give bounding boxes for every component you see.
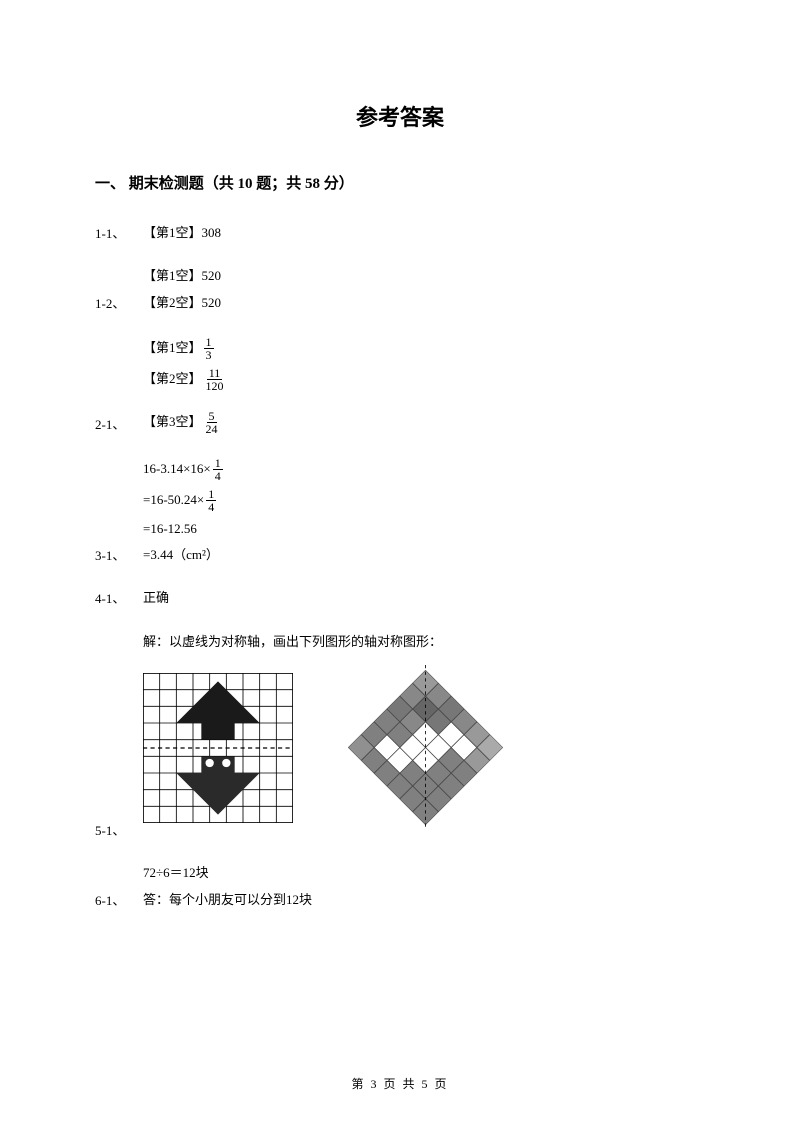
blank-label: 【第1空】 — [143, 338, 202, 359]
answer-3-1: 3-1、 16-3.14×16× 1 4 =16-50.24× 1 4 =16-… — [95, 457, 705, 567]
answer-2-1: 2-1、 【第1空】 1 3 【第2空】 11 120 【第3空】 5 24 — [95, 336, 705, 435]
answer-6-1: 6-1、 72÷6＝12块 答：每个小朋友可以分到12块 — [95, 863, 705, 911]
blank-label: 【第2空】 — [143, 369, 202, 390]
shapes-row — [143, 665, 705, 830]
fraction: 1 4 — [206, 488, 216, 513]
section-header: 一、 期末检测题（共 10 题；共 58 分） — [95, 172, 705, 193]
calc-line-1: 16-3.14×16× 1 4 — [143, 457, 225, 482]
fraction: 1 3 — [204, 336, 214, 361]
fraction: 5 24 — [204, 410, 220, 435]
page-title: 参考答案 — [95, 100, 705, 132]
blank-label: 【第3空】 — [143, 412, 202, 433]
answer-number: 4-1、 — [95, 588, 143, 609]
answer-number: 1-1、 — [95, 223, 143, 244]
answer-1-2: 1-2、 【第1空】520 【第2空】520 — [95, 266, 705, 314]
diamond-grid-figure — [343, 665, 508, 830]
calc-line: 72÷6＝12块 — [143, 863, 312, 884]
answer-number: 5-1、 — [95, 820, 143, 841]
answer-text: 答：每个小朋友可以分到12块 — [143, 890, 312, 911]
fraction: 1 4 — [213, 457, 223, 482]
fraction: 11 120 — [204, 367, 226, 392]
calc-line-4: =3.44（cm²） — [143, 545, 225, 566]
solution-text: 解：以虚线为对称轴，画出下列图形的轴对称图形： — [143, 631, 705, 650]
calc-line-3: =16-12.56 — [143, 519, 225, 540]
arrow-grid-figure — [143, 673, 293, 823]
answer-number: 6-1、 — [95, 890, 143, 911]
blank-1: 【第1空】 1 3 — [143, 336, 228, 361]
answer-number: 3-1、 — [95, 545, 143, 566]
answer-1-1: 1-1、 【第1空】308 — [95, 223, 705, 244]
blank-1: 【第1空】308 — [143, 223, 221, 244]
blank-2: 【第2空】 11 120 — [143, 367, 228, 392]
blank-3: 【第3空】 5 24 — [143, 410, 228, 435]
blank-2: 【第2空】520 — [143, 293, 221, 314]
answer-4-1: 4-1、 正确 — [95, 588, 705, 609]
page-footer: 第 3 页 共 5 页 — [0, 1075, 800, 1092]
answer-text: 正确 — [143, 588, 169, 609]
calc-line-2: =16-50.24× 1 4 — [143, 488, 225, 513]
answer-number: 1-2、 — [95, 293, 143, 314]
answer-number: 2-1、 — [95, 414, 143, 435]
blank-1: 【第1空】520 — [143, 266, 221, 287]
